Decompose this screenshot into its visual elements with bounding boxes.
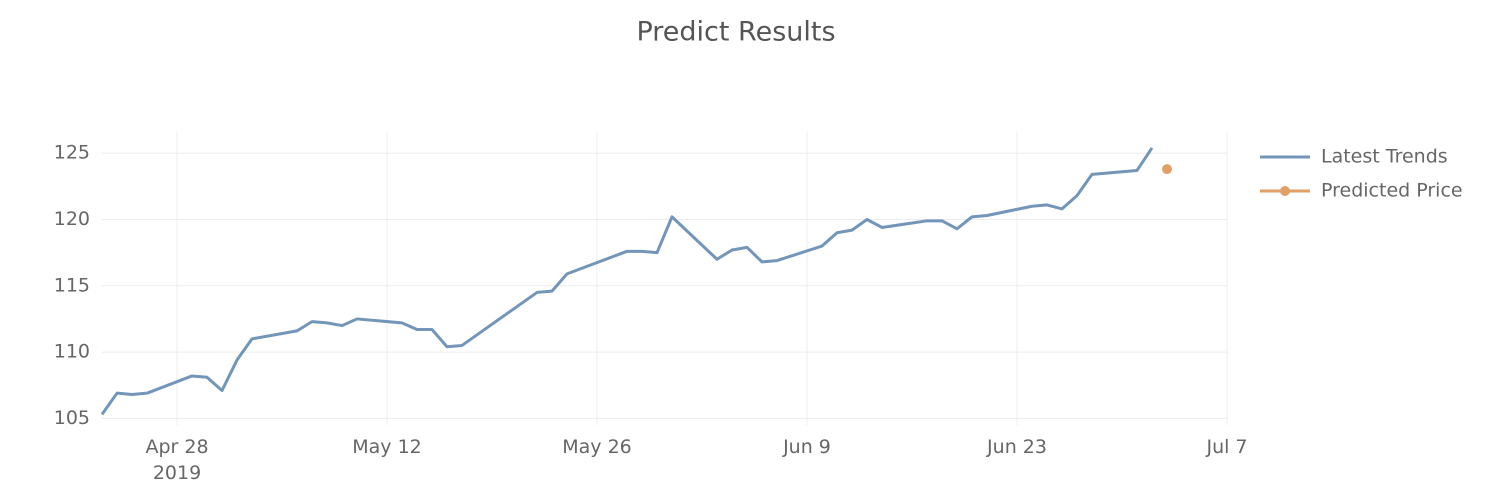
data-line: [100, 147, 1154, 416]
y-tick-label: 105: [54, 407, 90, 429]
x-tick-label: Jul 7: [1205, 436, 1247, 458]
x-tick-label: May 26: [562, 436, 632, 458]
x-tick-label: Jun 23: [986, 436, 1047, 458]
y-tick-label: 120: [54, 208, 90, 230]
y-tick-label: 115: [54, 274, 90, 296]
grid: [102, 132, 1228, 425]
chart-title: Predict Results: [636, 17, 835, 48]
x-tick-label: May 12: [352, 436, 422, 458]
y-tick-label: 110: [54, 341, 90, 363]
data-point: [1162, 164, 1172, 175]
legend-marker: [1280, 186, 1290, 196]
legend-label: Predicted Price: [1321, 180, 1463, 202]
legend-label: Latest Trends: [1321, 146, 1448, 168]
y-tick-label: 125: [54, 142, 90, 164]
x-tick-label: Apr 28 2019: [145, 436, 208, 484]
x-tick-label: Jun 9: [782, 436, 831, 458]
